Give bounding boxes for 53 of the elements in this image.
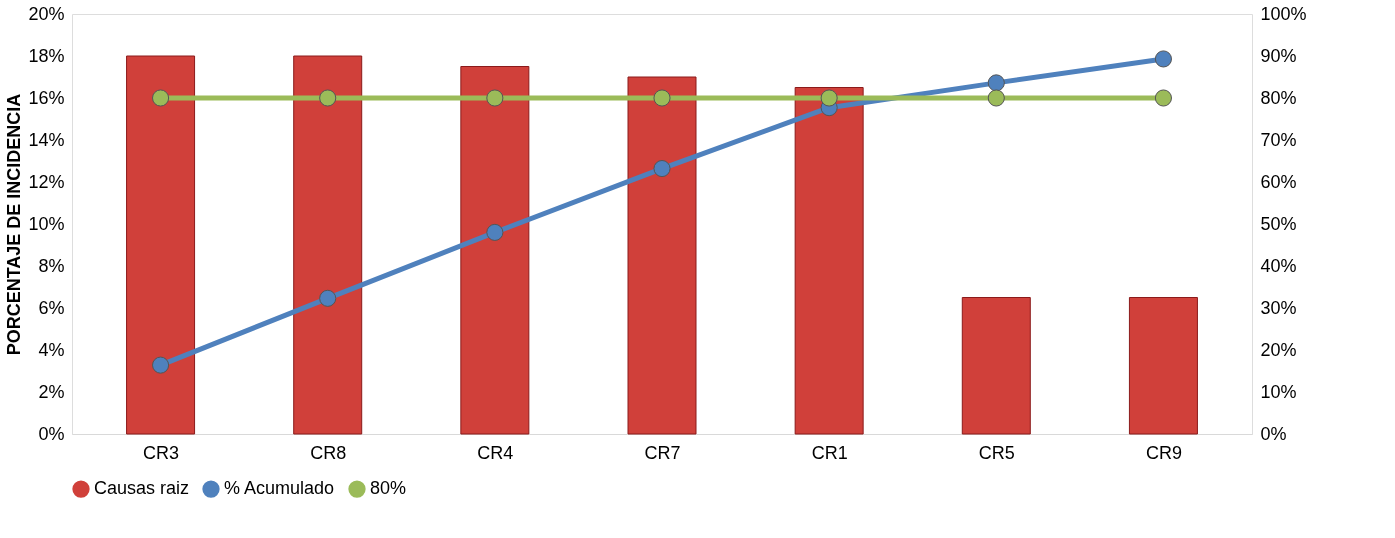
bar [126, 55, 196, 435]
bar [1128, 297, 1198, 435]
y-tick-label: 2% [38, 381, 65, 402]
point [1154, 89, 1172, 107]
x-tick-label: CR4 [477, 442, 514, 463]
y2-tick-label: 40% [1260, 255, 1297, 276]
legend-label: 80% [370, 478, 407, 499]
point [152, 89, 170, 107]
x-tick-label: CR7 [644, 442, 681, 463]
x-tick-label: CR1 [811, 442, 848, 463]
y-tick-label: 14% [28, 129, 65, 150]
y-tick-label: 18% [28, 45, 65, 66]
bar [460, 66, 530, 435]
point [653, 160, 671, 178]
x-tick-label: CR8 [310, 442, 347, 463]
y-tick-label: 20% [28, 3, 65, 24]
x-tick-label: CR3 [143, 442, 180, 463]
bar [627, 76, 697, 435]
point [820, 89, 838, 107]
x-tick-label: CR9 [1145, 442, 1182, 463]
y2-tick-label: 100% [1260, 3, 1307, 24]
y2-tick-label: 70% [1260, 129, 1297, 150]
bar [794, 87, 864, 435]
point [486, 223, 504, 241]
point [653, 89, 671, 107]
y-tick-label: 6% [38, 297, 65, 318]
y-axis-title: PORCENTAJE DE INCIDENCIA [4, 93, 25, 356]
legend-label: Causas raiz [94, 478, 190, 499]
y-tick-label: 8% [38, 255, 65, 276]
y-tick-label: 0% [38, 423, 65, 444]
point [319, 89, 337, 107]
point [987, 89, 1005, 107]
y-tick-label: 12% [28, 171, 65, 192]
y-tick-label: 16% [28, 87, 65, 108]
y2-tick-label: 20% [1260, 339, 1297, 360]
point [486, 89, 504, 107]
bar [961, 297, 1031, 435]
y2-tick-label: 0% [1260, 423, 1287, 444]
y2-tick-label: 80% [1260, 87, 1297, 108]
y2-tick-label: 90% [1260, 45, 1297, 66]
legend-label: % Acumulado [224, 478, 335, 499]
y2-tick-label: 50% [1260, 213, 1297, 234]
y2-tick-label: 30% [1260, 297, 1297, 318]
y-tick-label: 10% [28, 213, 65, 234]
point [1154, 50, 1172, 68]
y2-tick-label: 10% [1260, 381, 1297, 402]
bar [293, 55, 363, 435]
point [152, 356, 170, 374]
y-tick-label: 4% [38, 339, 65, 360]
x-tick-label: CR5 [978, 442, 1015, 463]
point [987, 74, 1005, 92]
y2-tick-label: 60% [1260, 171, 1297, 192]
point [319, 289, 337, 307]
